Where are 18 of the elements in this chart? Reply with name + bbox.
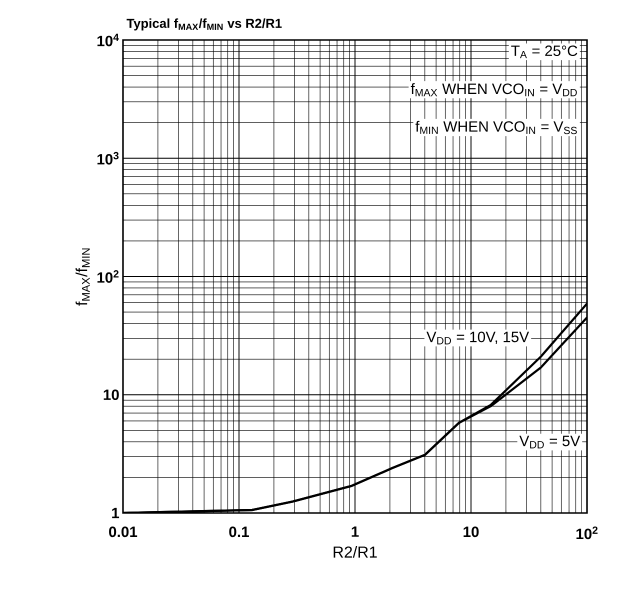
chart-title: Typical f$_{MAX}$/f$_{MIN}$ vs R2/R1 xyxy=(126,18,282,31)
y-tick-label: 1 xyxy=(112,508,120,518)
x-tick-label: 1 xyxy=(352,526,359,537)
x-tick-label: 10$^{2}$ xyxy=(576,526,598,540)
annotation: f$_{MIN}$ WHEN VCO$_{IN}$ = V$_{SS}$ xyxy=(416,120,577,134)
y-tick-label: 10 xyxy=(104,389,119,400)
x-axis-title: R2/R1 xyxy=(334,546,377,558)
annotation: f$_{MAX}$ WHEN VCO$_{IN}$ = V$_{DD}$ xyxy=(410,83,577,96)
y-axis-title: f$_{MAX}$/f$_{MIN}$ xyxy=(76,248,90,306)
y-tick-label: 10$^{3}$ xyxy=(97,152,119,165)
x-tick-label: 0.1 xyxy=(229,526,249,538)
legend-label: V$_{DD}$ = 5V xyxy=(519,436,580,448)
x-tick-label: 10 xyxy=(464,526,479,538)
y-tick-label: 10$^{2}$ xyxy=(97,270,119,283)
x-tick-label: 0.01 xyxy=(109,526,138,538)
annotation: T$_{A}$ = 25°C xyxy=(511,45,578,58)
series-label: V$_{DD}$ = 10V, 15V xyxy=(426,332,530,344)
y-tick-label: 10$^{4}$ xyxy=(97,34,119,46)
